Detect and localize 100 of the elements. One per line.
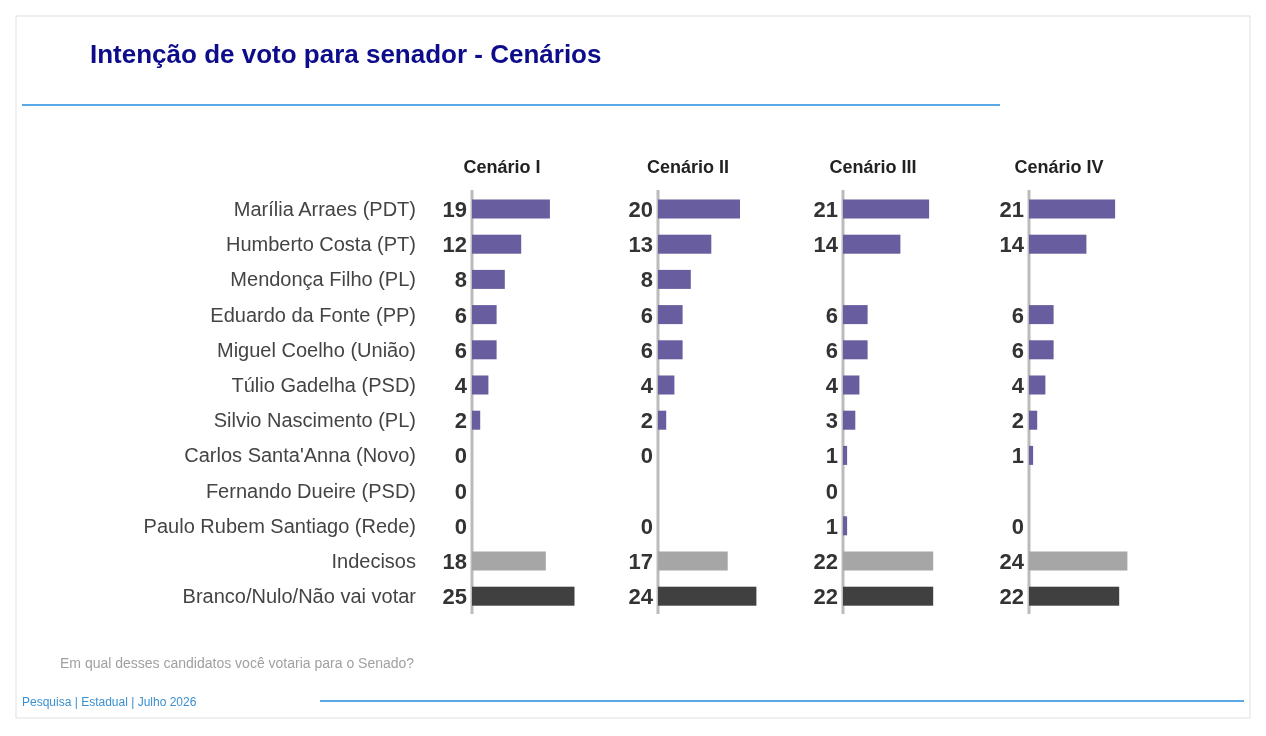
bar xyxy=(658,199,740,219)
bar xyxy=(472,199,550,219)
bar xyxy=(843,551,934,571)
bar xyxy=(843,445,848,465)
bar xyxy=(1029,305,1054,325)
data-label: 6 xyxy=(825,337,838,363)
data-label: 6 xyxy=(1011,302,1024,328)
data-label: 19 xyxy=(442,197,467,222)
data-label: 14 xyxy=(999,232,1025,258)
y-tick-label: Paulo Rubem Santiago (Rede) xyxy=(143,514,416,537)
data-label: 8 xyxy=(454,267,467,293)
bar xyxy=(1029,445,1034,465)
data-label: 18 xyxy=(442,549,467,574)
bar xyxy=(658,305,683,325)
bar xyxy=(658,586,757,606)
data-label: 0 xyxy=(640,513,653,539)
bar xyxy=(658,410,667,430)
bar xyxy=(843,305,868,325)
data-label: 6 xyxy=(1011,337,1024,363)
bar xyxy=(843,199,930,219)
text: Em qual desses candidatos você votaria para o Senado? xyxy=(60,655,415,671)
bar xyxy=(472,410,481,430)
data-label: 1 xyxy=(825,513,838,539)
bar xyxy=(472,269,505,289)
bar xyxy=(843,234,901,254)
text: Intenção de voto para senador - Cenários xyxy=(90,39,602,69)
data-label: 4 xyxy=(640,373,654,398)
chart-title: Cenário II xyxy=(646,157,730,177)
bar xyxy=(1029,340,1054,360)
y-tick-label: Carlos Santa'Anna (Novo) xyxy=(184,444,416,467)
bar xyxy=(843,586,934,606)
bar xyxy=(658,340,683,360)
bar xyxy=(472,234,522,254)
bar xyxy=(1029,375,1046,395)
data-label: 22 xyxy=(813,549,838,574)
y-tick-label: Eduardo da Fonte (PP) xyxy=(210,303,416,326)
data-label: 2 xyxy=(1011,408,1024,434)
chart-title: Cenário IV xyxy=(1014,157,1104,177)
y-tick-label: Marília Arraes (PDT) xyxy=(233,198,416,220)
data-label: 22 xyxy=(813,584,838,610)
bar xyxy=(472,340,497,360)
text: Pesquisa | Estadual | Julho 2026 xyxy=(22,695,197,709)
data-label: 1 xyxy=(1011,443,1024,469)
bar xyxy=(843,410,856,430)
bar xyxy=(472,375,489,395)
data-label: 6 xyxy=(640,337,653,363)
data-label: 14 xyxy=(813,232,839,258)
bar xyxy=(1029,551,1128,571)
bar xyxy=(658,375,675,395)
data-label: 21 xyxy=(999,197,1024,222)
data-label: 6 xyxy=(825,302,838,328)
y-tick-label: Túlio Gadelha (PSD) xyxy=(231,374,416,396)
data-label: 4 xyxy=(825,373,839,398)
bar xyxy=(472,551,546,571)
data-label: 22 xyxy=(999,584,1024,610)
y-tick-label: Silvio Nascimento (PL) xyxy=(213,409,416,432)
data-label: 0 xyxy=(454,513,467,539)
data-label: 0 xyxy=(454,443,467,469)
bar xyxy=(843,375,860,395)
y-tick-label: Mendonça Filho (PL) xyxy=(230,268,416,291)
data-label: 24 xyxy=(628,584,654,610)
data-label: 6 xyxy=(640,302,653,328)
chart-title: Cenário III xyxy=(829,157,917,177)
data-label: 3 xyxy=(825,408,838,434)
data-label: 6 xyxy=(454,337,467,363)
data-label: 4 xyxy=(454,373,468,398)
data-label: 25 xyxy=(442,584,467,610)
chart-title: Cenário I xyxy=(463,157,541,177)
y-tick-label: Branco/Nulo/Não vai votar xyxy=(182,585,417,608)
bar xyxy=(1029,410,1038,430)
data-label: 8 xyxy=(640,267,653,293)
bar xyxy=(1029,234,1087,254)
bar xyxy=(472,586,575,606)
data-label: 2 xyxy=(640,408,653,434)
bar xyxy=(658,269,691,289)
bar xyxy=(843,516,848,536)
data-label: 24 xyxy=(999,549,1025,574)
data-label: 17 xyxy=(628,549,653,574)
data-label: 4 xyxy=(1011,373,1025,398)
data-label: 1 xyxy=(825,443,838,469)
y-tick-label: Indecisos xyxy=(331,550,416,572)
data-label: 0 xyxy=(640,443,653,469)
y-tick-label: Fernando Dueire (PSD) xyxy=(205,479,416,502)
data-label: 2 xyxy=(454,408,467,434)
bar xyxy=(843,340,868,360)
y-tick-label: Humberto Costa (PT) xyxy=(225,233,416,256)
y-tick-label: Miguel Coelho (União) xyxy=(217,338,416,361)
bar xyxy=(1029,199,1116,219)
bar xyxy=(658,234,712,254)
data-label: 0 xyxy=(454,478,467,504)
data-label: 20 xyxy=(628,197,653,222)
data-label: 21 xyxy=(813,197,838,222)
bar xyxy=(1029,586,1120,606)
data-label: 0 xyxy=(825,478,838,504)
data-label: 12 xyxy=(442,232,467,258)
data-label: 0 xyxy=(1011,513,1024,539)
data-label: 6 xyxy=(454,302,467,328)
data-label: 13 xyxy=(628,232,653,258)
bar xyxy=(472,305,497,325)
bar xyxy=(658,551,728,571)
